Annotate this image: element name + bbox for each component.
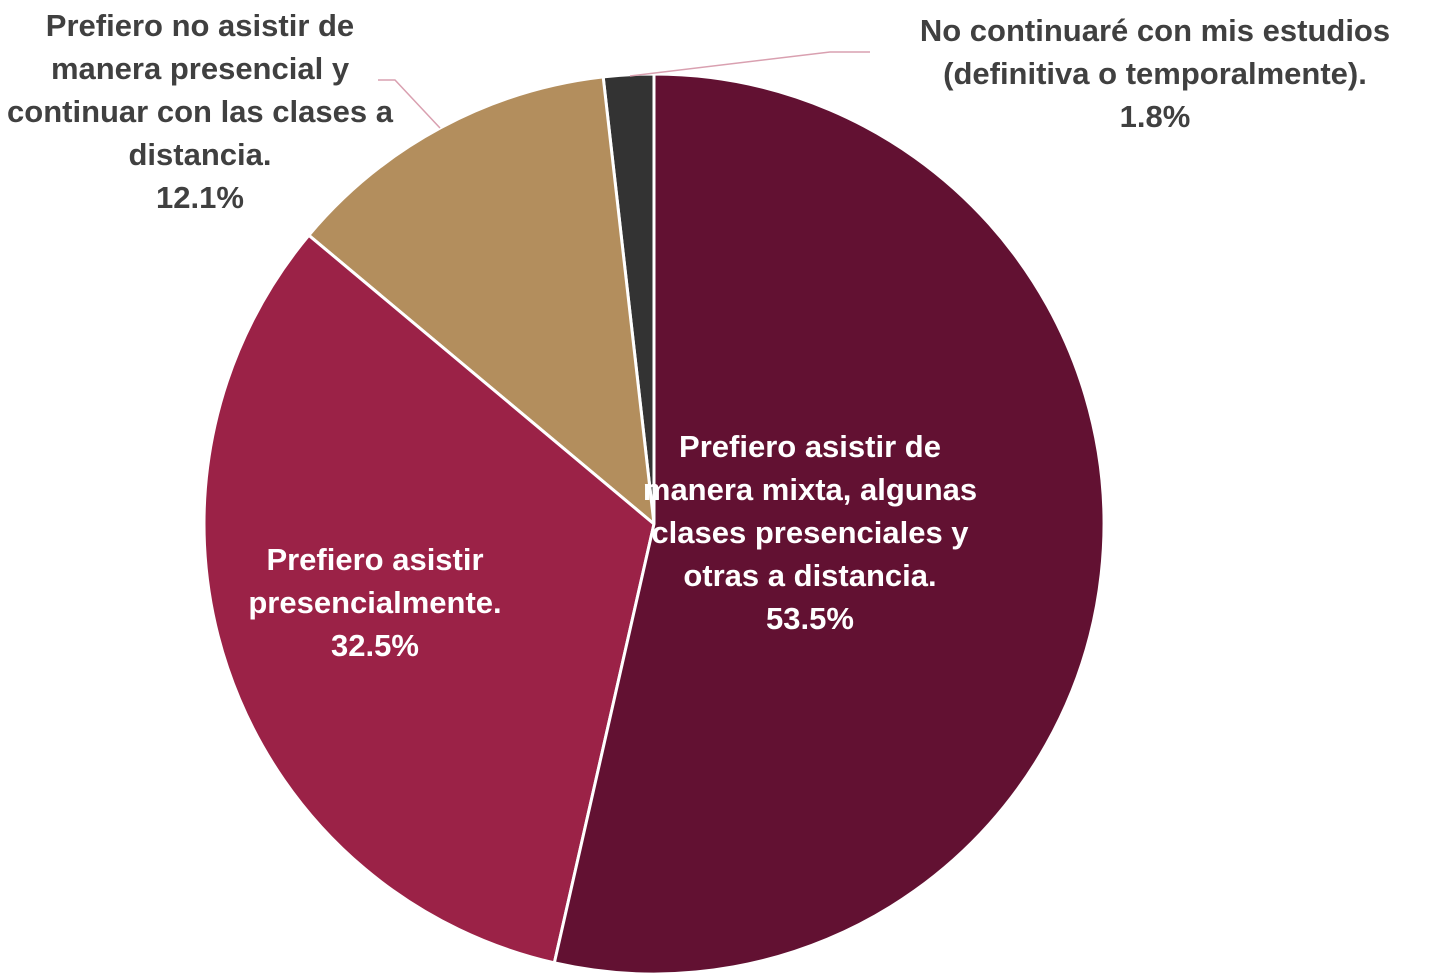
label-category: Prefiero no asistir de manera presencial…: [7, 8, 393, 172]
label-value: 12.1%: [156, 180, 244, 215]
leader-line: [629, 51, 870, 77]
data-label: No continuaré con mis estudios (definiti…: [860, 9, 1445, 138]
data-label: Prefiero no asistir de manera presencial…: [5, 4, 395, 219]
data-label: Prefiero asistir presencialmente. 32.5%: [205, 538, 545, 667]
data-label: Prefiero asistir de manera mixta, alguna…: [625, 425, 995, 640]
leader-line: [378, 79, 441, 129]
pie-slice: [552, 72, 1106, 974]
label-category: Prefiero asistir de manera mixta, alguna…: [642, 429, 978, 593]
pie-slice: [202, 233, 656, 965]
label-category: Prefiero asistir presencialmente.: [248, 542, 502, 620]
pie-slice: [306, 75, 656, 528]
label-value: 53.5%: [766, 601, 854, 636]
label-value: 1.8%: [1119, 99, 1191, 134]
label-category: No continuaré con mis estudios (definiti…: [919, 13, 1391, 91]
label-value: 32.5%: [331, 628, 419, 663]
